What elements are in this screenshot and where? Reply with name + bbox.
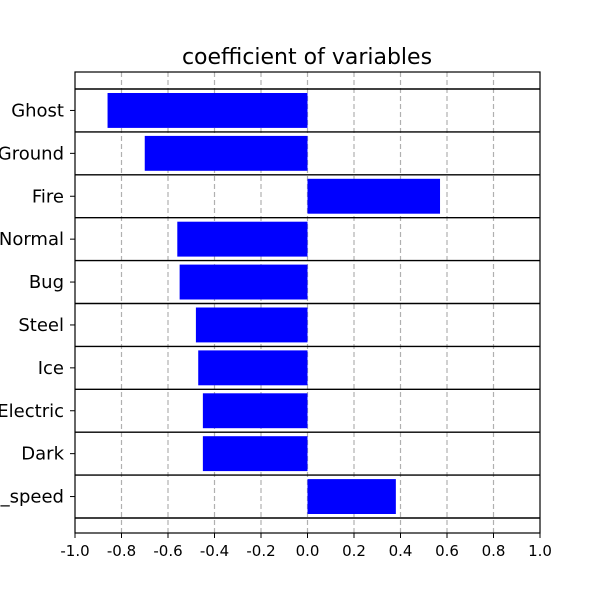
x-tick-label: 1.0 (528, 542, 552, 560)
y-tick-label: Bug (29, 272, 64, 293)
plot-frame (74, 71, 541, 534)
bar (107, 93, 308, 128)
y-tick-label: Ghost (11, 100, 64, 121)
y-tick-label: Ice (38, 358, 64, 379)
x-tick-label: 0.0 (296, 542, 320, 560)
x-tick-label: 0.8 (482, 542, 506, 560)
x-tick-labels: -1.0 -0.8 -0.6 -0.4 -0.2 0.0 0.2 0.4 0.6 0.8 1.0 (60, 533, 552, 560)
chart-title: coefficient of variables (182, 45, 432, 70)
bars (107, 93, 441, 514)
y-tick-label: Electric (0, 401, 64, 422)
bar (179, 264, 308, 300)
x-tick-label: -0.2 (246, 542, 275, 560)
x-tick-label: -0.4 (200, 542, 229, 560)
y-tick-label: Normal (0, 229, 64, 250)
bar (144, 135, 308, 171)
y-tick-label: Steel (18, 315, 64, 336)
x-tick-label: -0.8 (107, 542, 136, 560)
x-tick-label: 0.6 (435, 542, 459, 560)
x-tick-label: 0.2 (342, 542, 366, 560)
x-tick-label: -0.6 (153, 542, 182, 560)
x-tick-label: -1.0 (60, 542, 89, 560)
x-tick-label: 0.4 (389, 542, 413, 560)
bar (195, 307, 308, 343)
y-tick-labels: Ghost Ground Fire Normal Bug Steel Ice Electric… (0, 100, 75, 508)
bar (198, 350, 308, 386)
y-tick-label: _speed (0, 487, 64, 508)
y-tick-label: Ground (0, 143, 64, 164)
bar (307, 178, 441, 214)
y-tick-label: Fire (32, 186, 64, 207)
y-tick-label: Dark (21, 444, 64, 465)
bar (202, 393, 308, 429)
bar (177, 221, 308, 257)
bar (202, 436, 308, 472)
bar (307, 479, 396, 514)
